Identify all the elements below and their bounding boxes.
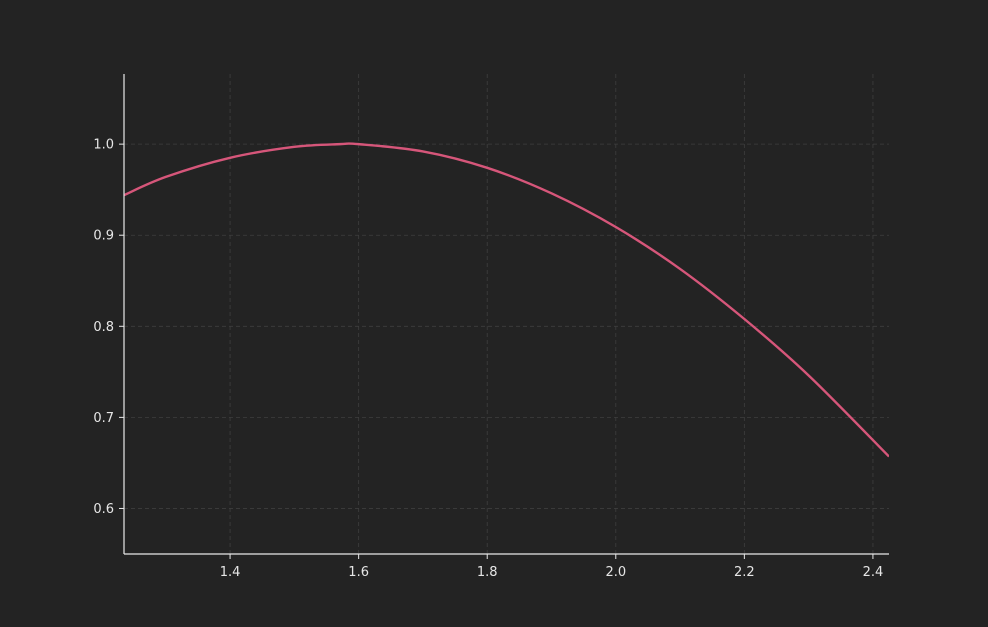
x-tick-label: 1.8 [477,565,498,580]
tick-labels: 1.4 1.6 1.8 2.0 2.2 2.4 0.6 0.7 0.8 0.9 1.0 [93,138,883,580]
x-tick-label: 1.6 [348,565,369,580]
axes [119,74,889,559]
x-tick-label: 2.0 [605,565,626,580]
y-tick-label: 0.7 [93,411,114,426]
grid [124,74,889,554]
y-tick-label: 1.0 [93,138,114,153]
series-line [124,142,889,458]
x-tick-label: 2.4 [863,565,884,580]
y-tick-label: 0.6 [93,502,114,517]
y-tick-label: 0.9 [93,229,114,244]
series-layer [124,142,889,458]
x-tick-label: 1.4 [220,565,241,580]
x-tick-label: 2.2 [734,565,755,580]
y-tick-label: 0.8 [93,320,114,335]
